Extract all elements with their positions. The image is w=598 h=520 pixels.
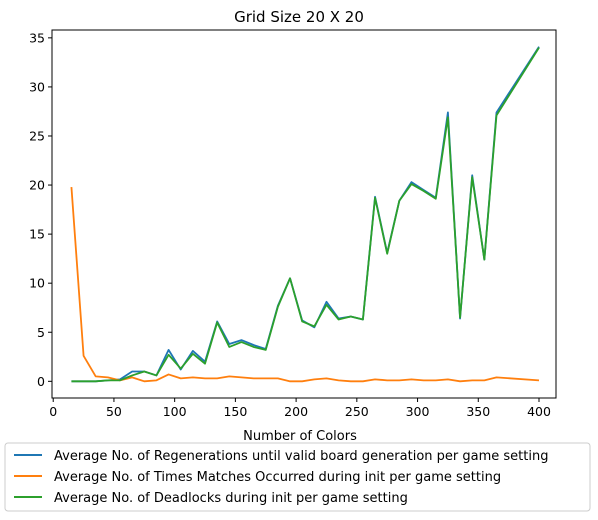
x-tick-label: 300	[406, 404, 430, 419]
y-tick-label: 0	[37, 374, 45, 389]
legend-frame	[4, 442, 591, 512]
y-tick-label: 25	[29, 128, 45, 143]
x-axis-label: Number of Colors	[243, 429, 357, 444]
x-tick-label: 400	[527, 404, 551, 419]
y-tick-label: 10	[29, 276, 45, 291]
y-tick-label: 35	[29, 30, 45, 45]
x-tick-label: 250	[345, 404, 369, 419]
x-tick-label: 0	[49, 404, 57, 419]
x-axis-ticks: 0 50 100 150 200 250 300 350 400	[49, 398, 551, 419]
y-axis-ticks: 0 5 10 15 20 25 30 35	[29, 30, 52, 389]
x-tick-label: 350	[466, 404, 490, 419]
plot-frame	[51, 29, 557, 399]
series-line-2	[71, 47, 540, 383]
y-tick-label: 15	[29, 227, 45, 242]
series-line-1	[70, 186, 540, 383]
series-lines	[70, 46, 540, 383]
y-tick-label: 30	[29, 79, 45, 94]
x-tick-label: 150	[223, 404, 247, 419]
y-tick-label: 5	[37, 325, 45, 340]
legend-entry-label: Average No. of Regenerations until valid…	[54, 449, 548, 464]
x-tick-label: 50	[106, 404, 122, 419]
chart-title: Grid Size 20 X 20	[234, 8, 364, 26]
y-tick-label: 20	[29, 178, 45, 193]
legend-entry-label: Average No. of Deadlocks during init per…	[54, 491, 408, 506]
legend: Average No. of Regenerations until valid…	[4, 442, 591, 512]
x-tick-label: 200	[284, 404, 308, 419]
legend-entry-label: Average No. of Times Matches Occurred du…	[54, 470, 501, 485]
x-tick-label: 100	[163, 404, 187, 419]
